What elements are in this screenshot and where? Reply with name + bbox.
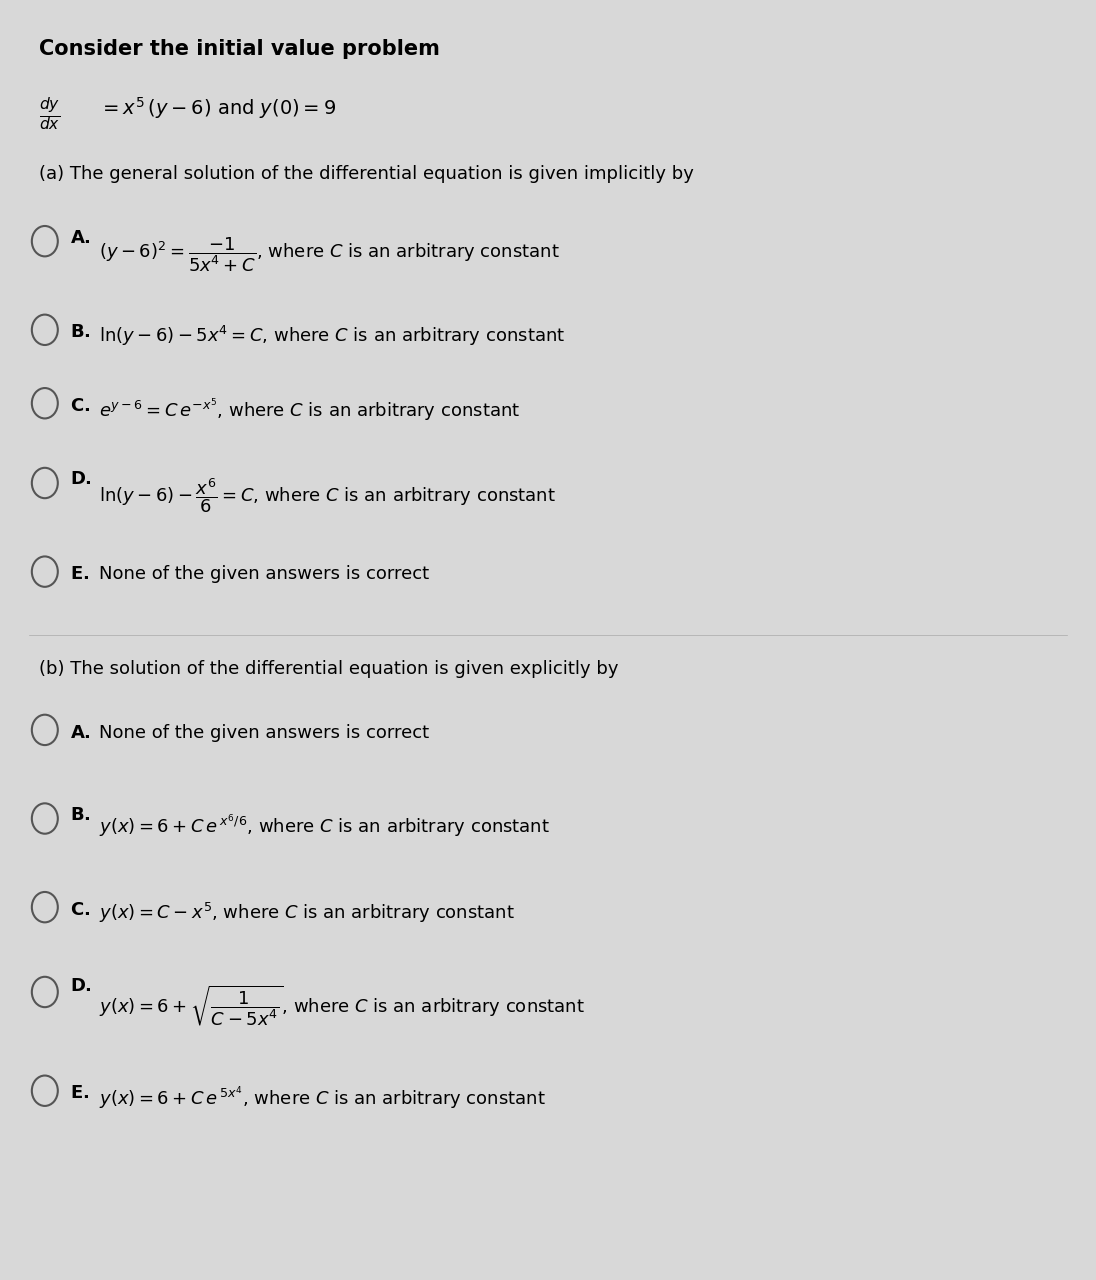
Text: $\mathbf{D.}$: $\mathbf{D.}$ [70, 977, 92, 995]
Text: $\mathbf{E.}$: $\mathbf{E.}$ [70, 1084, 89, 1102]
Text: $\ln(y-6) - 5x^4 = C$, where $C$ is an arbitrary constant: $\ln(y-6) - 5x^4 = C$, where $C$ is an a… [99, 324, 566, 348]
Text: $y(x) = 6 + C\,e^{\,5x^4}$, where $C$ is an arbitrary constant: $y(x) = 6 + C\,e^{\,5x^4}$, where $C$ is… [99, 1084, 546, 1112]
Text: (a) The general solution of the differential equation is given implicitly by: (a) The general solution of the differen… [39, 165, 694, 183]
Text: $\mathbf{E.}$: $\mathbf{E.}$ [70, 566, 89, 584]
Text: $\mathbf{B.}$: $\mathbf{B.}$ [70, 324, 91, 342]
Text: $\mathbf{A.}$: $\mathbf{A.}$ [70, 229, 91, 247]
Text: $\mathbf{A.}$: $\mathbf{A.}$ [70, 723, 91, 741]
Text: $\mathbf{C.}$: $\mathbf{C.}$ [70, 397, 90, 415]
Text: $y(x) = 6 + C\,e^{\,x^6/6}$, where $C$ is an arbitrary constant: $y(x) = 6 + C\,e^{\,x^6/6}$, where $C$ i… [99, 813, 550, 840]
Text: $y(x) = 6 + \sqrt{\dfrac{1}{C-5x^4}}$, where $C$ is an arbitrary constant: $y(x) = 6 + \sqrt{\dfrac{1}{C-5x^4}}$, w… [99, 983, 585, 1028]
Text: $\ln(y-6) - \dfrac{x^6}{6} = C$, where $C$ is an arbitrary constant: $\ln(y-6) - \dfrac{x^6}{6} = C$, where $… [99, 476, 556, 516]
Text: $= x^5\,(y-6)$ and $y(0) = 9$: $= x^5\,(y-6)$ and $y(0) = 9$ [99, 96, 336, 122]
Text: $e^{y-6} = C\,e^{-x^5}$, where $C$ is an arbitrary constant: $e^{y-6} = C\,e^{-x^5}$, where $C$ is an… [99, 397, 521, 425]
Text: $\mathbf{B.}$: $\mathbf{B.}$ [70, 806, 91, 824]
Text: $(y-6)^2 = \dfrac{-1}{5x^4+C}$, where $C$ is an arbitrary constant: $(y-6)^2 = \dfrac{-1}{5x^4+C}$, where $C… [99, 234, 560, 274]
Text: $\mathbf{C.}$: $\mathbf{C.}$ [70, 901, 90, 919]
Text: $\mathbf{D.}$: $\mathbf{D.}$ [70, 470, 92, 489]
Text: None of the given answers is correct: None of the given answers is correct [99, 723, 429, 741]
Text: $\frac{dy}{dx}$: $\frac{dy}{dx}$ [39, 96, 60, 133]
Text: (b) The solution of the differential equation is given explicitly by: (b) The solution of the differential equ… [39, 660, 619, 678]
Text: Consider the initial value problem: Consider the initial value problem [39, 38, 441, 59]
Text: $y(x) = C - x^5$, where $C$ is an arbitrary constant: $y(x) = C - x^5$, where $C$ is an arbitr… [99, 901, 515, 925]
Text: None of the given answers is correct: None of the given answers is correct [99, 566, 429, 584]
